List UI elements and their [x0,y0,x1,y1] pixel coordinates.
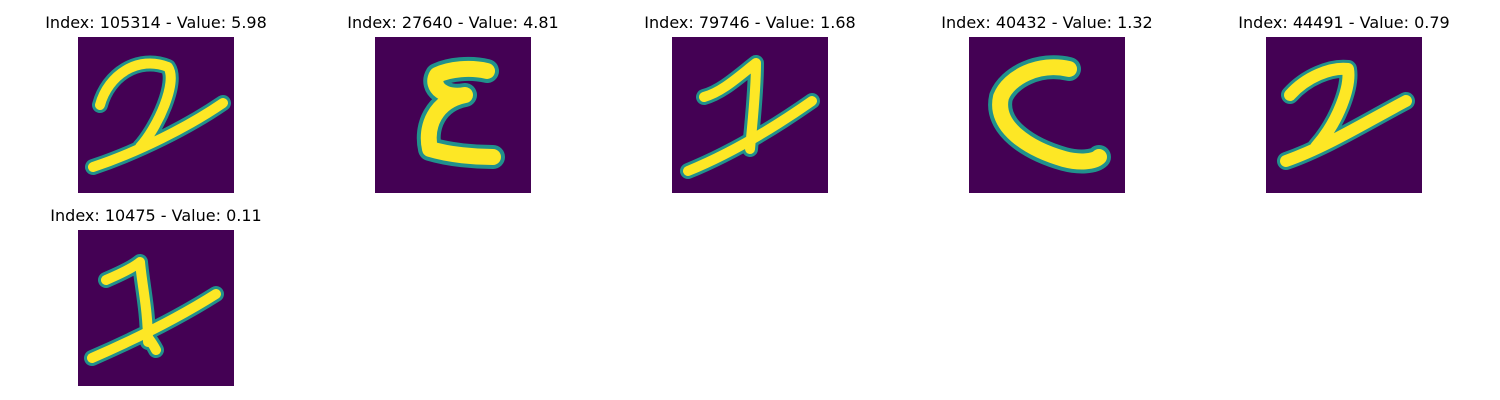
panel-title: Index: 40432 - Value: 1.32 [941,13,1153,32]
digit-image [969,37,1125,193]
panel-title: Index: 105314 - Value: 5.98 [45,13,267,32]
digit-image [1266,37,1422,193]
digit-image [375,37,531,193]
panel-title: Index: 10475 - Value: 0.11 [50,206,262,225]
digit-image [78,37,234,193]
digit-image [78,230,234,386]
digit-image [672,37,828,193]
panel-title: Index: 27640 - Value: 4.81 [347,13,559,32]
panel-title: Index: 44491 - Value: 0.79 [1238,13,1450,32]
panel-title: Index: 79746 - Value: 1.68 [644,13,856,32]
